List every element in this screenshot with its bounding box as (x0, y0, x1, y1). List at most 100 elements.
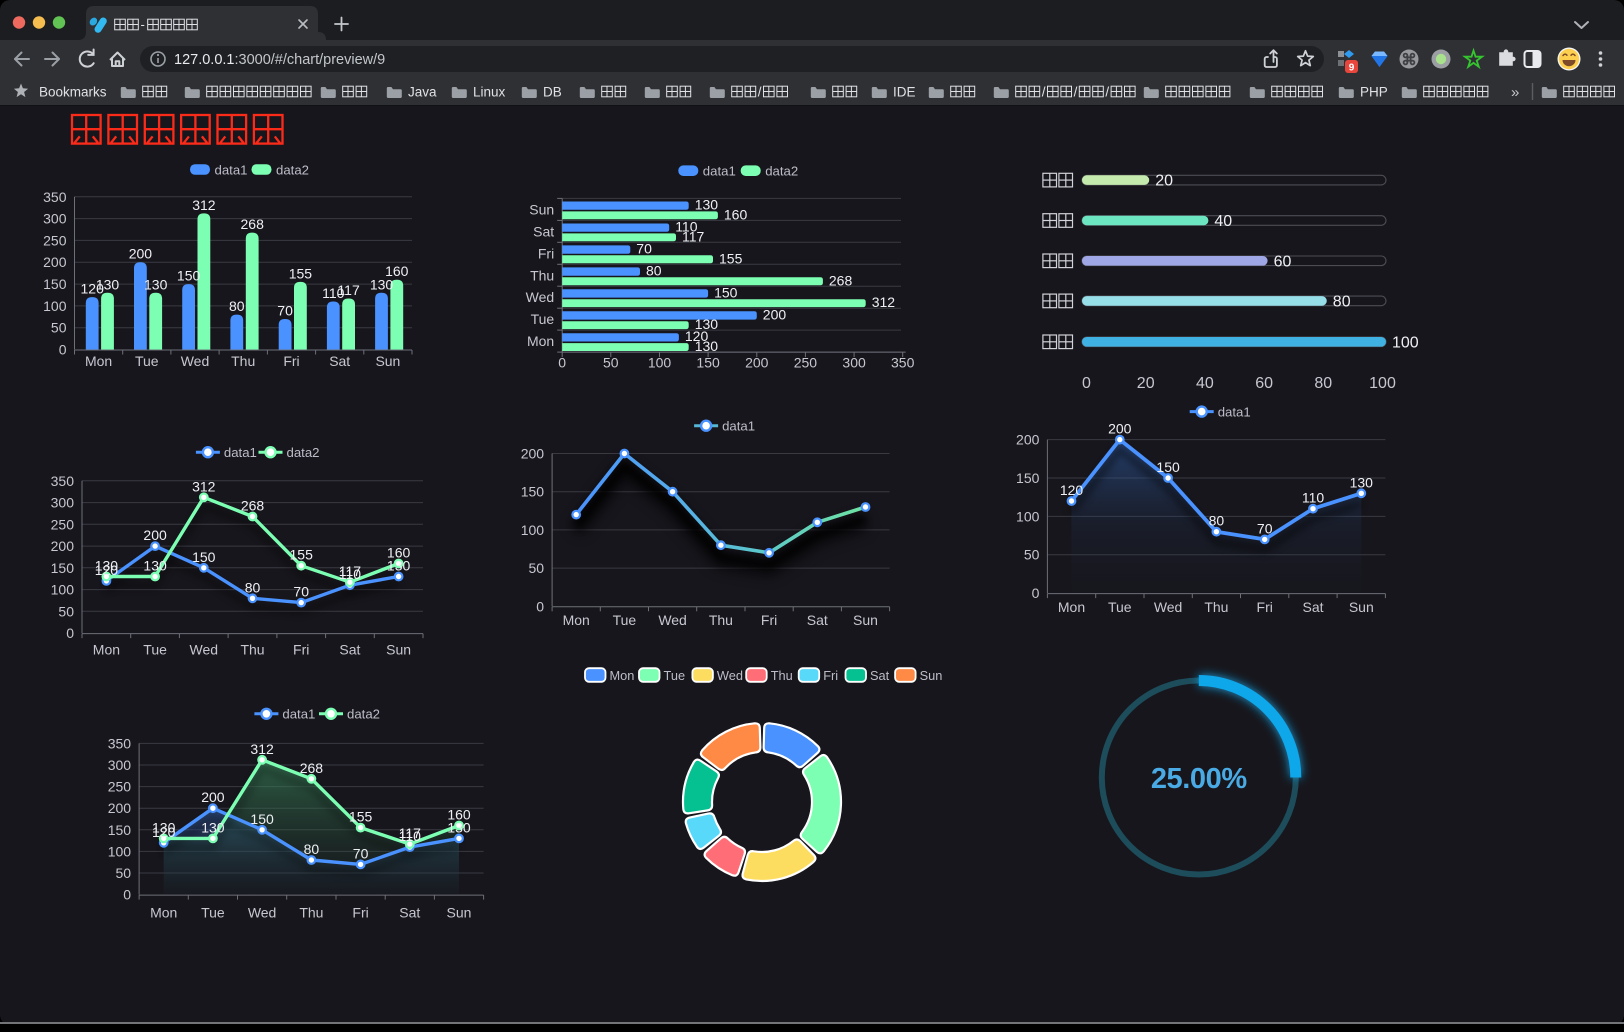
svg-text:Thu: Thu (240, 642, 264, 658)
svg-text:Sun: Sun (853, 612, 878, 628)
svg-text:Linux: Linux (473, 85, 506, 100)
svg-text:40: 40 (1196, 375, 1214, 392)
svg-text:268: 268 (241, 498, 265, 514)
svg-text:110: 110 (1302, 490, 1325, 506)
svg-text:Bookmarks: Bookmarks (39, 85, 107, 100)
svg-text:Mon: Mon (610, 668, 635, 683)
svg-text:117: 117 (682, 228, 705, 244)
svg-text:20: 20 (1155, 173, 1173, 190)
svg-text:160: 160 (447, 807, 471, 823)
svg-text:130: 130 (370, 276, 394, 292)
svg-text:Sun: Sun (920, 668, 943, 683)
svg-text:120: 120 (1060, 482, 1084, 498)
svg-text:0: 0 (59, 342, 67, 358)
svg-text:268: 268 (829, 272, 853, 288)
svg-text:100: 100 (521, 522, 545, 538)
svg-text:160: 160 (387, 545, 411, 561)
svg-text:200: 200 (1108, 421, 1132, 437)
svg-text:130: 130 (1350, 474, 1374, 490)
svg-text:100: 100 (1369, 375, 1396, 392)
svg-text:70: 70 (353, 845, 369, 861)
svg-text:Sat: Sat (1302, 599, 1323, 615)
svg-text:150: 150 (177, 268, 201, 284)
svg-text:150: 150 (250, 811, 274, 827)
svg-text:/: / (758, 85, 762, 100)
svg-text:130: 130 (447, 819, 471, 835)
svg-text:Mon: Mon (1058, 599, 1085, 615)
svg-text:80: 80 (1314, 375, 1332, 392)
svg-text:80: 80 (1333, 293, 1351, 310)
svg-text:50: 50 (603, 355, 619, 371)
svg-text:350: 350 (51, 473, 75, 489)
svg-text:110: 110 (399, 828, 422, 844)
svg-text:DB: DB (543, 85, 562, 100)
svg-text:312: 312 (192, 478, 216, 494)
svg-text:150: 150 (108, 822, 132, 838)
svg-text:Mon: Mon (563, 612, 590, 628)
svg-text:data1: data1 (224, 445, 257, 460)
svg-text:312: 312 (872, 294, 896, 310)
svg-text:50: 50 (51, 320, 67, 336)
svg-text:130: 130 (143, 558, 167, 574)
svg-text:Thu: Thu (771, 668, 793, 683)
svg-text:Sun: Sun (375, 353, 400, 369)
svg-text:70: 70 (1257, 520, 1273, 536)
svg-text:100: 100 (648, 355, 672, 371)
svg-text:data1: data1 (703, 164, 736, 179)
svg-text:40: 40 (1214, 213, 1232, 230)
svg-text:120: 120 (95, 562, 119, 578)
svg-text:150: 150 (696, 355, 720, 371)
svg-text:130: 130 (144, 276, 168, 292)
svg-text:50: 50 (58, 603, 74, 619)
svg-text:0: 0 (123, 887, 131, 903)
svg-text:250: 250 (51, 516, 75, 532)
svg-text:80: 80 (245, 579, 261, 595)
svg-text:Fri: Fri (1257, 599, 1273, 615)
svg-text:Sat: Sat (870, 668, 890, 683)
svg-text:70: 70 (277, 303, 293, 319)
svg-text:data2: data2 (276, 162, 309, 177)
svg-text:150: 150 (1016, 470, 1040, 486)
svg-text:Fri: Fri (293, 642, 309, 658)
svg-text:200: 200 (43, 254, 67, 270)
svg-text:130: 130 (387, 558, 411, 574)
svg-text:Tue: Tue (1108, 599, 1132, 615)
svg-text:Sun: Sun (1349, 599, 1374, 615)
svg-text:300: 300 (108, 757, 132, 773)
svg-text:155: 155 (290, 547, 314, 563)
svg-text:Fri: Fri (823, 668, 838, 683)
svg-text:Thu: Thu (1204, 599, 1228, 615)
svg-text:PHP: PHP (1360, 85, 1388, 100)
svg-text:117: 117 (399, 825, 422, 841)
svg-text:100: 100 (51, 582, 75, 598)
svg-text:100: 100 (108, 843, 132, 859)
svg-text:Wed: Wed (190, 642, 219, 658)
svg-text:130: 130 (695, 338, 719, 354)
svg-text:Wed: Wed (717, 668, 743, 683)
svg-text:250: 250 (108, 779, 132, 795)
svg-text:312: 312 (192, 197, 216, 213)
svg-text:data1: data1 (215, 162, 248, 177)
svg-text:350: 350 (108, 735, 132, 751)
svg-text:200: 200 (763, 306, 787, 322)
svg-text:130: 130 (95, 558, 119, 574)
svg-text:Tue: Tue (201, 905, 225, 921)
svg-text:Tue: Tue (664, 668, 686, 683)
svg-text:Mon: Mon (85, 353, 112, 369)
svg-text:50: 50 (1024, 547, 1040, 563)
svg-text:200: 200 (51, 538, 75, 554)
svg-text:/: / (1074, 85, 1078, 100)
svg-text:data1: data1 (282, 707, 315, 722)
svg-text:50: 50 (116, 865, 132, 881)
svg-text:data1: data1 (722, 419, 755, 434)
svg-text:IDE: IDE (893, 85, 916, 100)
svg-text:110: 110 (675, 219, 698, 235)
svg-text:70: 70 (636, 240, 652, 256)
svg-text:130: 130 (201, 819, 225, 835)
svg-text:300: 300 (51, 495, 75, 511)
svg-text:130: 130 (695, 197, 719, 213)
svg-text:Tue: Tue (135, 353, 159, 369)
svg-text:Sat: Sat (339, 642, 360, 658)
svg-text:Tue: Tue (613, 612, 637, 628)
svg-text:Fri: Fri (352, 905, 368, 921)
